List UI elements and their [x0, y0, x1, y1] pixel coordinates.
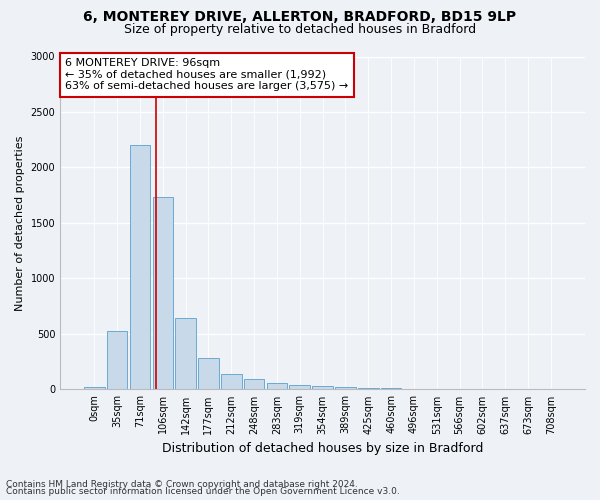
Text: Contains public sector information licensed under the Open Government Licence v3: Contains public sector information licen…	[6, 487, 400, 496]
Bar	[244, 380, 265, 390]
X-axis label: Distribution of detached houses by size in Bradford: Distribution of detached houses by size …	[162, 442, 483, 455]
Bar	[404, 389, 424, 390]
Y-axis label: Number of detached properties: Number of detached properties	[15, 136, 25, 310]
Bar	[84, 386, 104, 390]
Bar	[266, 384, 287, 390]
Bar	[175, 318, 196, 390]
Text: 6, MONTEREY DRIVE, ALLERTON, BRADFORD, BD15 9LP: 6, MONTEREY DRIVE, ALLERTON, BRADFORD, B…	[83, 10, 517, 24]
Bar	[358, 388, 379, 390]
Bar	[335, 387, 356, 390]
Bar	[198, 358, 219, 390]
Bar	[381, 388, 401, 390]
Bar	[313, 386, 333, 390]
Bar	[221, 374, 242, 390]
Text: Size of property relative to detached houses in Bradford: Size of property relative to detached ho…	[124, 22, 476, 36]
Text: Contains HM Land Registry data © Crown copyright and database right 2024.: Contains HM Land Registry data © Crown c…	[6, 480, 358, 489]
Bar	[289, 385, 310, 390]
Text: 6 MONTEREY DRIVE: 96sqm
← 35% of detached houses are smaller (1,992)
63% of semi: 6 MONTEREY DRIVE: 96sqm ← 35% of detache…	[65, 58, 349, 92]
Bar	[107, 330, 127, 390]
Bar	[130, 146, 150, 390]
Bar	[152, 198, 173, 390]
